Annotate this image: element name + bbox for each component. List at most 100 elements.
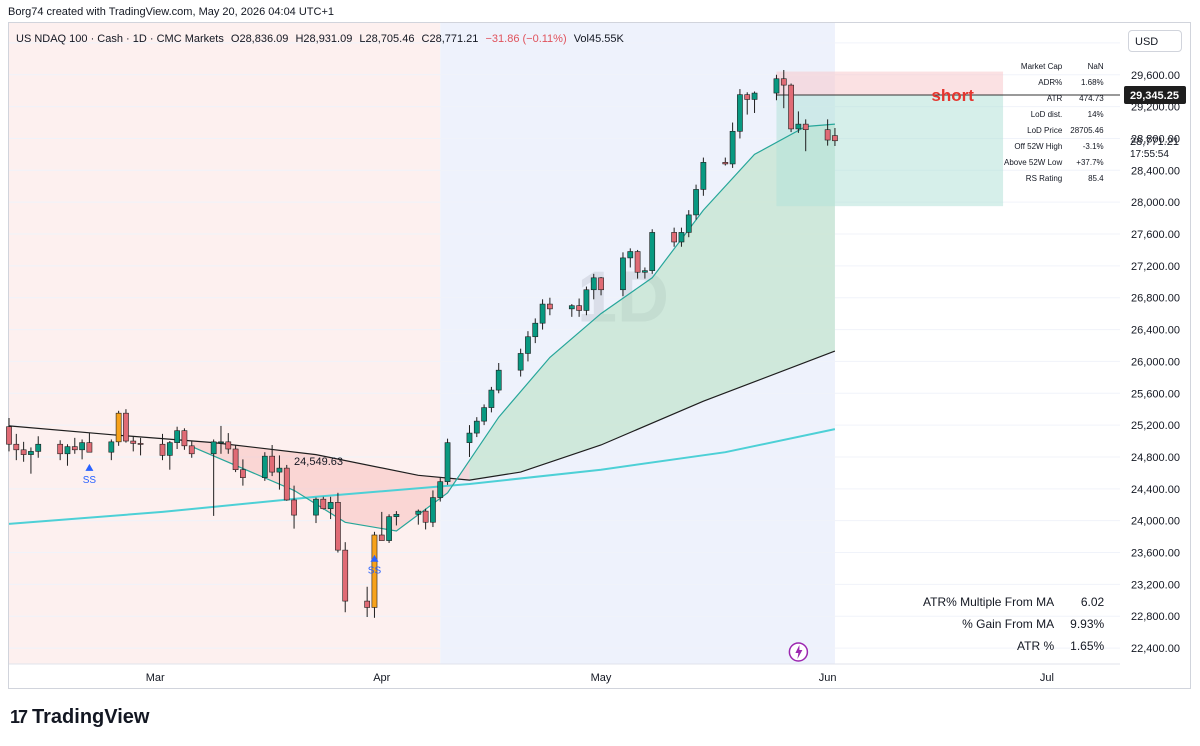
price-tick: 26,400.00 <box>1131 325 1180 337</box>
candle-body <box>415 510 422 515</box>
currency-selector[interactable]: USD <box>1128 30 1182 52</box>
price-tick: 28,000.00 <box>1131 197 1180 209</box>
bull-cloud <box>469 124 835 481</box>
atr-label: ATR% Multiple From MA <box>923 595 1055 609</box>
price-tick: 24,800.00 <box>1131 452 1180 464</box>
candle-body <box>576 305 582 311</box>
candle-body <box>795 123 802 130</box>
candle-body <box>20 449 27 455</box>
short-price-label: 29,345.25 <box>1130 90 1179 102</box>
candle-body <box>276 467 283 473</box>
stats-value: NaN <box>1087 61 1104 71</box>
candle-body <box>13 443 20 451</box>
lightning-icon-bolt <box>795 645 803 659</box>
tradingview-mark-icon: 17 <box>10 707 28 727</box>
price-tick: 27,200.00 <box>1131 261 1180 273</box>
candle-body <box>422 510 429 523</box>
candle-body <box>481 407 487 422</box>
stats-row: Above 52W Low +37.7% <box>1000 154 1108 170</box>
stats-label: ATR <box>1046 93 1063 103</box>
candle-body <box>722 162 729 165</box>
tradingview-logo[interactable]: 17 TradingView <box>10 706 149 729</box>
candle-body <box>517 353 524 371</box>
candle-body <box>737 94 743 132</box>
candle-body <box>693 189 699 216</box>
candle-body <box>232 448 239 471</box>
ss-marker-icon <box>85 463 94 471</box>
atr-row: ATR % 1.65% <box>915 635 1112 657</box>
candle-body <box>57 443 64 455</box>
price-tick: 26,000.00 <box>1131 356 1180 368</box>
lightning-icon[interactable] <box>788 642 809 662</box>
stats-label: Off 52W High <box>1014 141 1063 151</box>
price-tick: 28,400.00 <box>1131 165 1180 177</box>
candle-body <box>210 441 217 455</box>
candle-body <box>79 442 85 451</box>
ohlc-close: C28,771.21 <box>421 33 479 45</box>
stats-row: RS Rating 85.4 <box>1000 170 1108 186</box>
candle-body <box>393 514 400 517</box>
candle-body <box>590 277 597 291</box>
candle-body <box>466 432 473 443</box>
candle-body <box>166 442 173 456</box>
candle-body <box>620 257 626 291</box>
ohlc-low: L28,705.46 <box>359 33 415 45</box>
chart-credit: Borg74 created with TradingView.com, May… <box>8 6 335 18</box>
candle-body <box>364 600 371 608</box>
candle-body <box>225 441 232 450</box>
tradingview-brand: TradingView <box>32 706 150 728</box>
candle-body <box>627 251 634 259</box>
candle-body <box>386 516 392 541</box>
time-tick: Jun <box>819 672 837 684</box>
candle-body <box>181 430 188 447</box>
stats-value: 1.68% <box>1080 77 1104 87</box>
price-tick: 23,600.00 <box>1131 548 1180 560</box>
stats-label: LoD dist. <box>1030 109 1063 119</box>
price-tick: 22,800.00 <box>1131 611 1180 623</box>
candle-body <box>320 498 327 510</box>
ss-label: SS <box>368 566 382 577</box>
candle-body <box>678 232 685 243</box>
candle-body <box>130 440 137 444</box>
candle-body <box>788 84 794 130</box>
candle-body <box>495 369 502 391</box>
symbol-name[interactable]: US NDAQ 100 · Cash · 1D · CMC Markets <box>16 33 224 45</box>
candle-body <box>86 442 93 453</box>
price-tick: 25,200.00 <box>1131 420 1180 432</box>
time-tick: Mar <box>146 672 165 684</box>
price-tick: 29,600.00 <box>1131 70 1180 82</box>
candle-body <box>327 502 334 510</box>
atr-value: 1.65% <box>1070 639 1105 653</box>
candle-body <box>71 446 78 451</box>
candle-body <box>188 445 195 455</box>
candle-body <box>780 78 787 86</box>
stats-row: LoD Price 28705.46 <box>1000 122 1108 138</box>
candle-body <box>335 502 341 551</box>
date-range-zone <box>9 23 441 664</box>
stats-value: +37.7% <box>1076 157 1104 167</box>
candle-body <box>283 467 290 501</box>
candle-body <box>6 426 12 445</box>
stats-value: -3.1% <box>1082 141 1104 151</box>
candle-body <box>240 469 246 478</box>
stats-label: Above 52W Low <box>1004 157 1063 167</box>
price-tick: 26,800.00 <box>1131 293 1180 305</box>
candle-body <box>700 162 707 190</box>
stats-value: 85.4 <box>1088 173 1104 183</box>
candle-body <box>115 412 122 443</box>
candle-body <box>824 129 831 141</box>
candle-body <box>378 534 385 541</box>
pivot-label: 24,549.63 <box>294 456 343 468</box>
price-tick: 29,200.00 <box>1131 102 1180 114</box>
price-tick: 25,600.00 <box>1131 388 1180 400</box>
candle-body <box>773 78 780 94</box>
date-range-zone <box>440 23 835 664</box>
price-tick: 27,600.00 <box>1131 229 1180 241</box>
candle-body <box>802 123 809 131</box>
ohlc-open: O28,836.09 <box>230 33 289 45</box>
candle-body <box>532 322 539 338</box>
candle-body <box>729 130 736 165</box>
stats-row: LoD dist. 14% <box>1000 106 1108 122</box>
ss-label: SS <box>83 475 97 486</box>
